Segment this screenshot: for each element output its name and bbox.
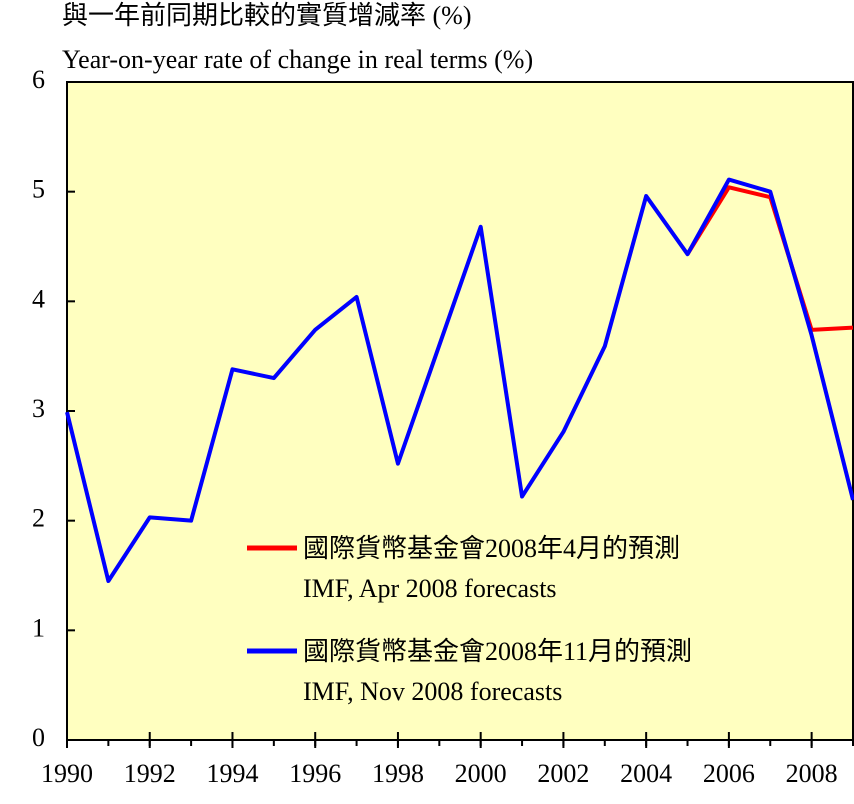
y-tick-label: 6 <box>32 65 45 94</box>
x-tick-label: 1998 <box>372 759 424 788</box>
x-tick-label: 2008 <box>786 759 838 788</box>
x-tick-label: 1992 <box>124 759 176 788</box>
chart-title: 與一年前同期比較的實質增減率 (%) <box>62 1 471 30</box>
chart-subtitle: Year-on-year rate of change in real term… <box>62 45 533 74</box>
x-tick-label: 1990 <box>41 759 93 788</box>
x-tick-label: 2000 <box>455 759 507 788</box>
series-line <box>65 177 854 583</box>
legend-label: 國際貨幣基金會2008年11月的預測 <box>303 637 692 666</box>
x-tick-label: 2006 <box>703 759 755 788</box>
legend-sublabel: IMF, Apr 2008 forecasts <box>303 574 557 603</box>
x-tick-label: 2002 <box>537 759 589 788</box>
y-tick-label: 4 <box>32 284 45 313</box>
x-tick-label: 2004 <box>620 759 672 788</box>
x-tick-label: 1996 <box>289 759 341 788</box>
legend-label: 國際貨幣基金會2008年4月的預測 <box>303 534 680 563</box>
y-tick-label: 5 <box>32 175 45 204</box>
y-tick-label: 3 <box>32 394 45 423</box>
y-tick-label: 1 <box>32 613 45 642</box>
y-tick-label: 0 <box>32 723 45 752</box>
x-tick-label: 1994 <box>206 759 258 788</box>
legend-sublabel: IMF, Nov 2008 forecasts <box>303 677 562 706</box>
y-tick-label: 2 <box>32 504 45 533</box>
